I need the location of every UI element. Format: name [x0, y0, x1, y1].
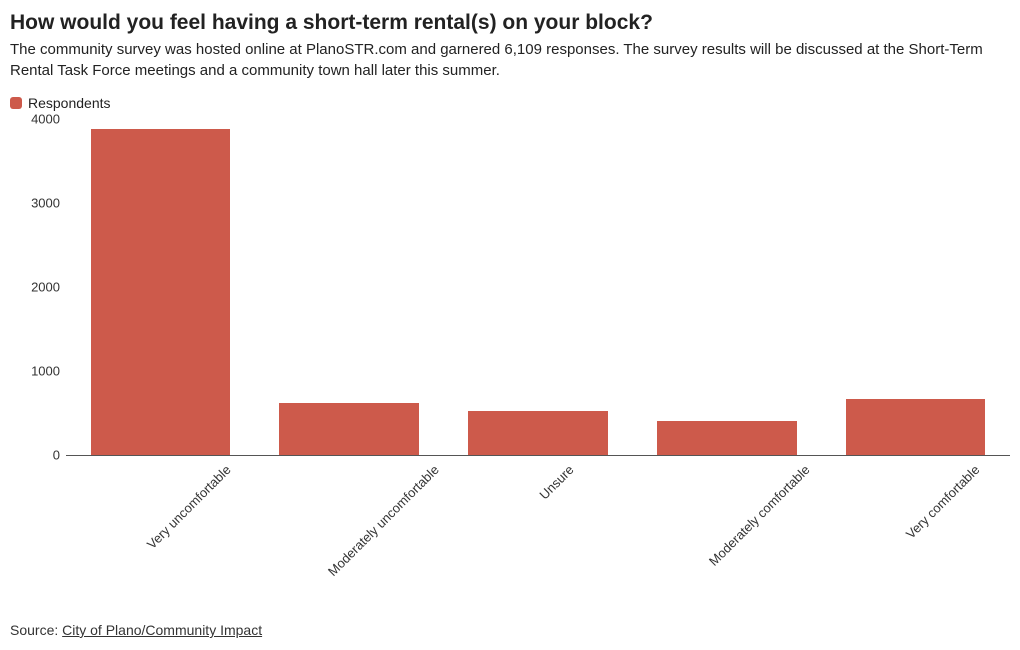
x-axis: [66, 455, 1010, 456]
bar: [468, 411, 608, 455]
legend-label: Respondents: [28, 95, 111, 111]
chart-title: How would you feel having a short-term r…: [10, 10, 1010, 36]
legend: Respondents: [10, 95, 1010, 111]
y-tick-label: 3000: [31, 195, 66, 210]
bar: [657, 421, 797, 455]
source-prefix: Source:: [10, 622, 62, 638]
bar: [846, 399, 986, 454]
x-tick-label: Moderately comfortable: [699, 455, 813, 569]
x-tick-label: Very uncomfortable: [137, 455, 234, 552]
y-tick-label: 2000: [31, 279, 66, 294]
plot-area: 01000200030004000Very uncomfortableModer…: [66, 119, 1010, 455]
x-tick-label: Moderately uncomfortable: [318, 455, 442, 579]
bar: [91, 129, 231, 455]
legend-swatch: [10, 97, 22, 109]
y-tick-label: 1000: [31, 363, 66, 378]
bar: [279, 403, 419, 455]
source-line: Source: City of Plano/Community Impact: [10, 622, 262, 638]
chart-subtitle: The community survey was hosted online a…: [10, 40, 1010, 81]
source-link[interactable]: City of Plano/Community Impact: [62, 622, 262, 638]
x-tick-label: Unsure: [529, 455, 576, 502]
y-tick-label: 0: [53, 447, 66, 462]
y-tick-label: 4000: [31, 111, 66, 126]
x-tick-label: Very comfortable: [895, 455, 982, 542]
chart-area: 01000200030004000Very uncomfortableModer…: [10, 119, 1010, 589]
